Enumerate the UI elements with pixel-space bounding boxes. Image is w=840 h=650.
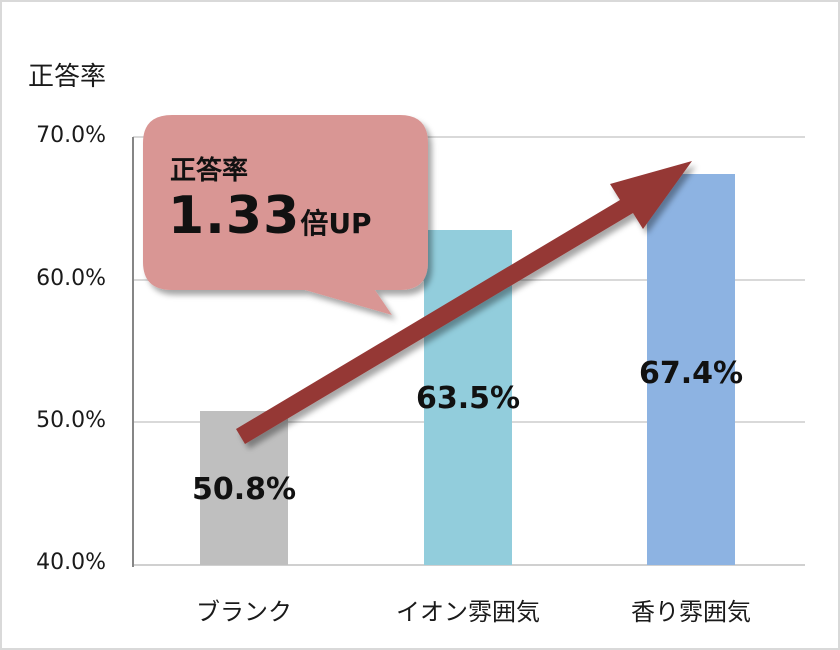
- y-tick-60: 60.0%: [36, 266, 106, 291]
- trend-arrow-icon: [236, 161, 692, 444]
- callout-title: 正答率: [170, 156, 249, 186]
- callout-suffix: 倍UP: [300, 207, 372, 240]
- y-axis-line: [132, 137, 134, 567]
- x-axis-line: [133, 564, 805, 566]
- x-label-blank: ブランク: [196, 598, 292, 626]
- callout-value: 1.33倍UP: [168, 186, 372, 246]
- callout-bubble: [143, 115, 428, 315]
- value-label-scent: 67.4%: [638, 356, 744, 391]
- y-tick-50: 50.0%: [36, 408, 106, 433]
- y-axis-title: 正答率: [28, 62, 107, 92]
- x-label-ion: イオン雰囲気: [396, 598, 540, 626]
- y-tick-70: 70.0%: [36, 123, 106, 148]
- value-label-ion: 63.5%: [415, 381, 521, 416]
- bar-scent-atmosphere: [647, 174, 735, 565]
- value-label-blank: 50.8%: [191, 472, 297, 507]
- gridline-70: [133, 136, 805, 138]
- y-tick-40: 40.0%: [36, 550, 106, 575]
- x-label-scent: 香り雰囲気: [631, 598, 751, 626]
- callout-number: 1.33: [168, 186, 301, 246]
